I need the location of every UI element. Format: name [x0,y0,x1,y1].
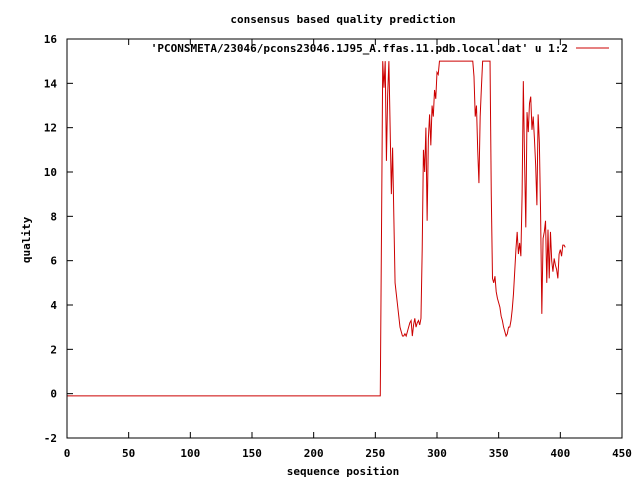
y-tick-label: 8 [50,210,57,223]
y-tick-label: 10 [44,166,57,179]
x-tick-label: 200 [304,447,324,460]
x-tick-label: 100 [180,447,200,460]
x-tick-label: 350 [489,447,509,460]
x-tick-label: 400 [550,447,570,460]
y-tick-label: 0 [50,388,57,401]
chart-title: consensus based quality prediction [230,13,455,26]
y-tick-label: 16 [44,33,58,46]
y-tick-label: 6 [50,255,57,268]
x-tick-label: 250 [365,447,385,460]
y-tick-label: -2 [44,432,57,445]
y-tick-label: 14 [44,77,58,90]
y-axis-label: quality [20,216,33,263]
x-tick-label: 50 [122,447,135,460]
x-tick-label: 450 [612,447,632,460]
y-tick-label: 2 [50,343,57,356]
series-line [67,60,566,397]
plot-frame [66,38,623,439]
legend: 'PCONSMETA/23046/pcons23046.1J95_A.ffas.… [151,42,609,55]
x-tick-label: 300 [427,447,447,460]
x-tick-label: 150 [242,447,262,460]
x-tick-label: 0 [64,447,71,460]
x-axis-label: sequence position [287,465,400,478]
y-tick-label: 4 [50,299,57,312]
legend-label: 'PCONSMETA/23046/pcons23046.1J95_A.ffas.… [151,42,568,55]
y-tick-label: 12 [44,122,57,135]
